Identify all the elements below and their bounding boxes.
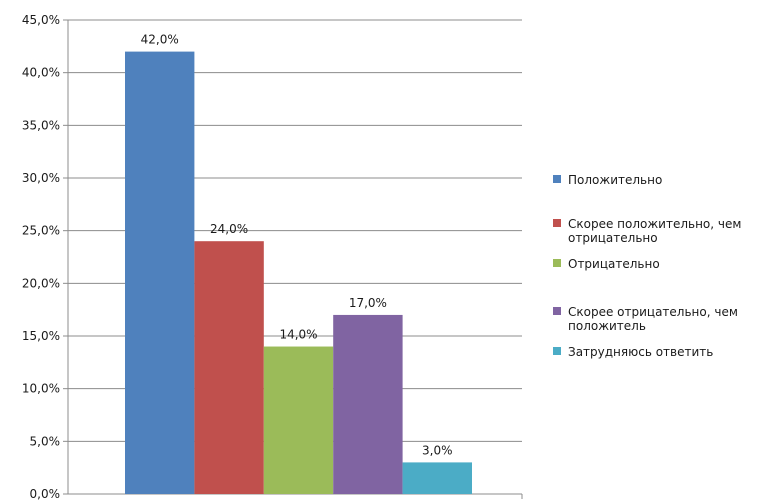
bars [125, 51, 472, 494]
legend-entry: Затрудняюсь ответить [568, 345, 713, 359]
legend-marker [553, 259, 561, 267]
data-label: 42,0% [141, 33, 179, 47]
y-tick-labels: 0,0% 5,0% 10,0% 15,0% 20,0% 25,0% 30,0% 35,0% 40… [22, 13, 61, 501]
y-tick-label: 45,0% [22, 13, 60, 27]
y-tick-label: 15,0% [22, 329, 60, 343]
y-tick-label: 30,0% [22, 171, 60, 185]
bar [402, 462, 472, 494]
y-tick-label: 35,0% [22, 118, 60, 132]
y-tick-label: 5,0% [30, 434, 61, 448]
data-label: 3,0% [422, 443, 453, 457]
legend-text: Положительно [568, 173, 662, 187]
y-tick-label: 10,0% [22, 382, 60, 396]
data-label: 17,0% [349, 296, 387, 310]
legend-entry: Скорее положительно, чем отрицательно [568, 217, 741, 245]
data-label: 14,0% [279, 328, 317, 342]
bar [194, 241, 264, 494]
legend-marker [553, 219, 561, 227]
legend-entry: Положительно [568, 173, 662, 187]
legend: Положительно Скорее положительно, чем отри… [553, 173, 741, 359]
data-labels: 42,0% 24,0% 14,0% 17,0% 3,0% [141, 33, 453, 458]
legend-text: отрицательно [568, 231, 658, 245]
bar [333, 314, 403, 494]
legend-entry: Отрицательно [568, 257, 660, 271]
legend-marker [553, 175, 561, 183]
y-tick-label: 20,0% [22, 276, 60, 290]
legend-text: Скорее отрицательно, чем [568, 305, 738, 319]
legend-entry: Скорее отрицательно, чем положитель [568, 305, 738, 333]
legend-text: положитель [568, 319, 646, 333]
legend-text: Отрицательно [568, 257, 660, 271]
y-tick-label: 25,0% [22, 224, 60, 238]
bar [125, 51, 195, 494]
legend-text: Скорее положительно, чем [568, 217, 741, 231]
legend-marker [553, 307, 561, 315]
y-tick-label: 0,0% [30, 487, 61, 500]
data-label: 24,0% [210, 222, 248, 236]
legend-text: Затрудняюсь ответить [568, 345, 713, 359]
bar [263, 346, 334, 494]
legend-marker [553, 347, 561, 355]
y-tick-label: 40,0% [22, 66, 60, 80]
